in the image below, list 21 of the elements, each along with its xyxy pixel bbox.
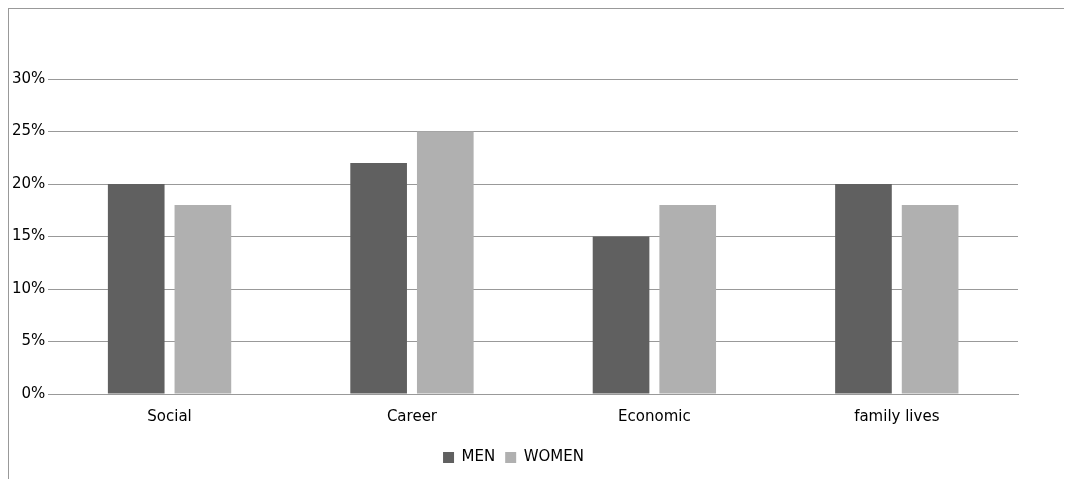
y-tick-label: 20%	[12, 173, 46, 192]
y-tick-label: 0%	[21, 383, 46, 402]
bar	[416, 131, 474, 394]
x-tick-label: family lives	[854, 406, 940, 425]
bar	[592, 236, 650, 394]
bar	[174, 205, 232, 394]
y-tick-label: 25%	[12, 121, 46, 140]
legend-label: MEN	[461, 447, 496, 466]
bar	[659, 205, 717, 394]
bar	[901, 205, 959, 394]
bar	[107, 184, 165, 394]
legend-label: WOMEN	[523, 447, 584, 466]
x-tick-label: Career	[386, 406, 438, 425]
y-tick-label: 10%	[12, 278, 46, 297]
bar	[350, 163, 407, 394]
x-tick-label: Social	[147, 406, 192, 425]
x-tick-label: Economic	[618, 406, 691, 425]
y-tick-label: 15%	[12, 226, 46, 245]
y-tick-label: 30%	[12, 68, 46, 87]
y-tick-label: 5%	[21, 331, 46, 350]
bar	[835, 184, 892, 394]
